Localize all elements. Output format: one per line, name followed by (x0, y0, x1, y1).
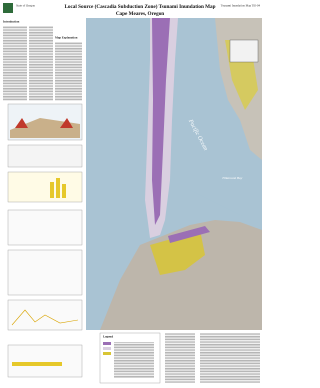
legend-swatch (103, 352, 111, 355)
agency-logo (3, 3, 13, 13)
map-title: Local Source (Cascadia Subduction Zone) … (64, 3, 215, 10)
inset-map (229, 39, 259, 63)
figure-bar (62, 184, 66, 198)
figure-chart (7, 171, 83, 203)
series-label: Tsunami Inundation Map Till-04 (221, 4, 261, 8)
figure-shape (10, 118, 80, 138)
sidebar-heading: Map Explanation (55, 36, 78, 40)
headland (100, 220, 262, 330)
figure-bar (56, 178, 60, 198)
map-subtitle: Cape Meares, Oregon (116, 11, 164, 17)
figure-line (11, 309, 79, 326)
sidebar-heading: Introduction (3, 20, 20, 24)
text-block (200, 333, 260, 383)
figure-chart (7, 209, 83, 246)
legend-swatch (103, 342, 111, 345)
sidebar: Introduction Map Explanation (3, 20, 82, 101)
inundation-zone (152, 18, 170, 225)
figure-panels (7, 144, 83, 168)
legend-text (114, 342, 154, 378)
figure-chart (7, 249, 83, 296)
inundation-zone (168, 226, 210, 243)
figure-chart (7, 344, 83, 378)
legend-title: Legend (103, 335, 113, 339)
figure-bar (50, 182, 54, 198)
map: Pacific Ocean Tillamook Bay (86, 18, 262, 330)
legend-swatch (103, 347, 111, 350)
text-block (3, 26, 27, 101)
text-block (55, 42, 82, 101)
poster: State of Oregon Local Source (Cascadia S… (3, 3, 262, 384)
text-block (29, 26, 53, 101)
map-label: Tillamook Bay (222, 176, 243, 180)
agency: State of Oregon (16, 4, 35, 8)
text-block (165, 333, 195, 383)
developed-area (150, 230, 205, 275)
figure-bar (12, 362, 62, 366)
figure-shape (60, 118, 73, 128)
figure-shape (15, 118, 28, 128)
